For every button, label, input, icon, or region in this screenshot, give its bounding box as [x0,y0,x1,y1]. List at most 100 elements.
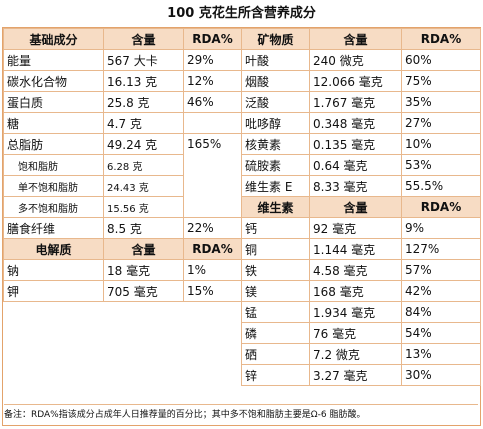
nutrient-amount: 7.2 微克 [309,343,402,365]
footnote: 备注：RDA%指该成分占成年人日推荐量的百分比；其中多不饱和脂肪主要是Ω-6 脂… [4,404,478,425]
nutrient-amount: 8.5 克 [103,217,184,239]
nutrient-name: 磷 [241,322,310,344]
table-row: 烟酸 12.066 毫克 75% [241,70,481,92]
nutrient-name: 泛酸 [241,91,310,113]
nutrient-name: 维生素 E [241,175,310,197]
nutrient-name: 锌 [241,364,310,386]
table-row: 硒 7.2 微克 13% [241,343,481,365]
nutrient-name: 吡哆醇 [241,112,310,134]
nutrient-name: 核黄素 [241,133,310,155]
nutrient-rda: 84% [401,301,481,323]
nutrient-amount: 240 微克 [309,49,402,71]
table-row: 铁 4.58 毫克 57% [241,259,481,281]
nutrient-amount: 15.56 克 [103,196,184,218]
page-title: 100 克花生所含营养成分 [0,0,483,27]
nutrient-name: 铜 [241,238,310,260]
nutrient-amount: 705 毫克 [103,280,184,302]
nutrient-rda: 165% [183,133,242,218]
nutrient-rda: 35% [401,91,481,113]
table-row: 钾 705 毫克 15% [3,280,242,302]
nutrient-amount: 1.934 毫克 [309,301,402,323]
nutrient-rda: 127% [401,238,481,260]
nutrient-rda: 57% [401,259,481,281]
nutrient-name: 总脂肪 [3,133,104,155]
nutrient-name: 能量 [3,49,104,71]
table-row: 多不饱和脂肪 15.56 克 [3,196,242,218]
minerals-table: 矿物质 含量 RDA% 叶酸 240 微克 60% 烟酸 12.066 毫克 7… [241,28,481,386]
nutrient-rda: 27% [401,112,481,134]
nutrient-rda: 53% [401,154,481,176]
table-row: 叶酸 240 微克 60% [241,49,481,71]
table-row: 糖 4.7 克 [3,112,242,134]
nutrient-rda: 46% [183,91,242,113]
table-row: 硫胺素 0.64 毫克 53% [241,154,481,176]
nutrient-rda: 15% [183,280,242,302]
table-row: 蛋白质 25.8 克 46% [3,91,242,113]
table-row: 能量 567 大卡 29% [3,49,242,71]
nutrient-amount: 1.144 毫克 [309,238,402,260]
nutrient-name: 多不饱和脂肪 [3,196,104,218]
nutrient-name: 烟酸 [241,70,310,92]
minerals-header-rda: RDA% [401,28,481,50]
nutrient-name: 膳食纤维 [3,217,104,239]
vitamins-header-amount: 含量 [309,196,402,218]
nutrient-name: 硒 [241,343,310,365]
nutrient-amount: 8.33 毫克 [309,175,402,197]
table-row: 镁 168 毫克 42% [241,280,481,302]
minerals-header-amount: 含量 [309,28,402,50]
table-row: 吡哆醇 0.348 毫克 27% [241,112,481,134]
basic-table: 基础成分 含量 RDA% 能量 567 大卡 29% 碳水化合物 16.13 克… [3,28,242,302]
nutrient-rda: 55.5% [401,175,481,197]
nutrient-amount: 12.066 毫克 [309,70,402,92]
electrolytes-header-amount: 含量 [103,238,184,260]
nutrient-name: 蛋白质 [3,91,104,113]
nutrient-amount: 0.348 毫克 [309,112,402,134]
nutrient-rda: 60% [401,49,481,71]
nutrient-rda: 54% [401,322,481,344]
nutrient-rda: 9% [401,217,481,239]
electrolytes-header-name: 电解质 [3,238,104,260]
nutrient-amount: 49.24 克 [103,133,184,155]
nutrient-amount: 24.43 克 [103,175,184,197]
nutrient-amount: 6.28 克 [103,154,184,176]
nutrient-name: 饱和脂肪 [3,154,104,176]
table-row: 铜 1.144 毫克 127% [241,238,481,260]
table-row: 磷 76 毫克 54% [241,322,481,344]
nutrient-name: 碳水化合物 [3,70,104,92]
nutrient-amount: 25.8 克 [103,91,184,113]
nutrient-amount: 92 毫克 [309,217,402,239]
nutrient-rda: 13% [401,343,481,365]
nutrient-amount: 16.13 克 [103,70,184,92]
basic-header-amount: 含量 [103,28,184,50]
nutrient-amount: 0.135 毫克 [309,133,402,155]
nutrient-name: 钙 [241,217,310,239]
table-row: 锰 1.934 毫克 84% [241,301,481,323]
nutrient-amount: 76 毫克 [309,322,402,344]
basic-header-rda: RDA% [183,28,242,50]
table-row: 维生素 E 8.33 毫克 55.5% [241,175,481,197]
table-row: 单不饱和脂肪 24.43 克 [3,175,242,197]
nutrient-name: 铁 [241,259,310,281]
table-row: 膳食纤维 8.5 克 22% [3,217,242,239]
nutrient-amount: 1.767 毫克 [309,91,402,113]
nutrient-name: 叶酸 [241,49,310,71]
nutrient-rda: 75% [401,70,481,92]
nutrient-amount: 4.7 克 [103,112,184,134]
nutrient-rda: 12% [183,70,242,92]
table-row: 钠 18 毫克 1% [3,259,242,281]
nutrient-rda: 1% [183,259,242,281]
electrolytes-header-rda: RDA% [183,238,242,260]
nutrient-rda: 10% [401,133,481,155]
nutrient-name: 糖 [3,112,104,134]
vitamins-header-name: 维生素 [241,196,310,218]
nutrient-name: 单不饱和脂肪 [3,175,104,197]
nutrient-rda [183,112,242,134]
nutrient-amount: 3.27 毫克 [309,364,402,386]
table-row: 总脂肪 49.24 克 165% [3,133,242,218]
nutrient-rda: 29% [183,49,242,71]
basic-header-name: 基础成分 [3,28,104,50]
minerals-header-name: 矿物质 [241,28,310,50]
nutrient-rda: 22% [183,217,242,239]
nutrient-name: 镁 [241,280,310,302]
nutrient-name: 钠 [3,259,104,281]
